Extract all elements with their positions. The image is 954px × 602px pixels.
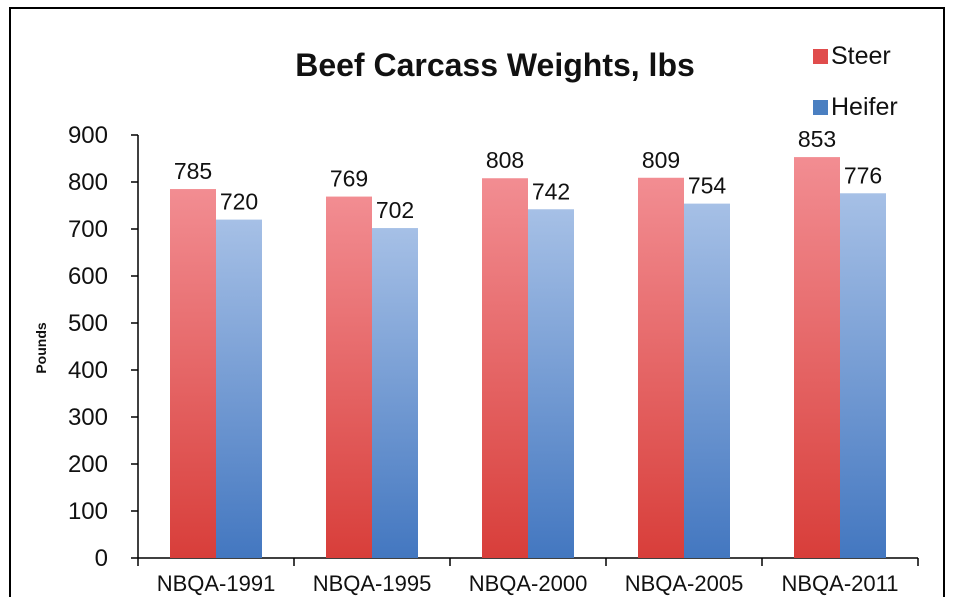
x-ticks: NBQA-1991 NBQA-1995 NBQA-2000 NBQA-2005 NBQA… — [137, 558, 919, 596]
y-tick-label: 400 — [68, 357, 108, 384]
value-labels: 785 720 769 702 808 742 809 754 853 776 — [174, 126, 882, 223]
bars — [170, 157, 886, 559]
legend-swatch-steer — [813, 49, 828, 64]
legend-label-steer: Steer — [831, 42, 891, 70]
bar-heifer — [216, 219, 262, 558]
chart-title: Beef Carcass Weights, lbs — [295, 47, 695, 83]
y-tick-label: 0 — [95, 545, 108, 572]
bar-heifer — [840, 193, 886, 558]
y-tick-label: 500 — [68, 310, 108, 337]
data-label-steer: 808 — [486, 147, 524, 173]
y-tick-label: 900 — [68, 122, 108, 149]
data-label-heifer: 754 — [688, 173, 727, 199]
y-ticks: 0 100 200 300 400 500 600 700 800 900 — [68, 122, 138, 572]
bar-steer — [326, 196, 372, 558]
bar-heifer — [372, 228, 418, 558]
x-category-label: NBQA-1991 — [157, 571, 276, 596]
x-category-label: NBQA-2000 — [469, 571, 588, 596]
data-label-heifer: 742 — [532, 178, 570, 204]
data-label-steer: 785 — [174, 158, 212, 184]
data-label-steer: 769 — [330, 166, 368, 192]
data-label-heifer: 702 — [376, 197, 414, 223]
data-label-heifer: 720 — [220, 189, 258, 215]
y-tick-label: 200 — [68, 451, 108, 478]
chart-border — [9, 7, 945, 602]
bar-heifer — [684, 203, 730, 558]
y-axis-label: Pounds — [33, 322, 49, 374]
y-tick-label: 800 — [68, 169, 108, 196]
legend-label-heifer: Heifer — [831, 93, 898, 121]
y-tick-label: 300 — [68, 404, 108, 431]
y-tick-label: 700 — [68, 216, 108, 243]
bar-heifer — [528, 209, 574, 558]
x-category-label: NBQA-2005 — [625, 571, 744, 596]
bar-steer — [794, 157, 840, 558]
data-label-steer: 809 — [642, 147, 680, 173]
y-tick-label: 100 — [68, 498, 108, 525]
data-label-heifer: 776 — [844, 162, 882, 188]
legend: Steer Heifer — [813, 42, 898, 121]
bar-steer — [170, 189, 216, 559]
legend-swatch-heifer — [813, 100, 828, 115]
y-tick-label: 600 — [68, 263, 108, 290]
x-category-label: NBQA-2011 — [782, 571, 899, 596]
bar-steer — [638, 177, 684, 558]
x-category-label: NBQA-1995 — [313, 571, 432, 596]
bar-steer — [482, 178, 528, 559]
data-label-steer: 853 — [798, 126, 836, 152]
